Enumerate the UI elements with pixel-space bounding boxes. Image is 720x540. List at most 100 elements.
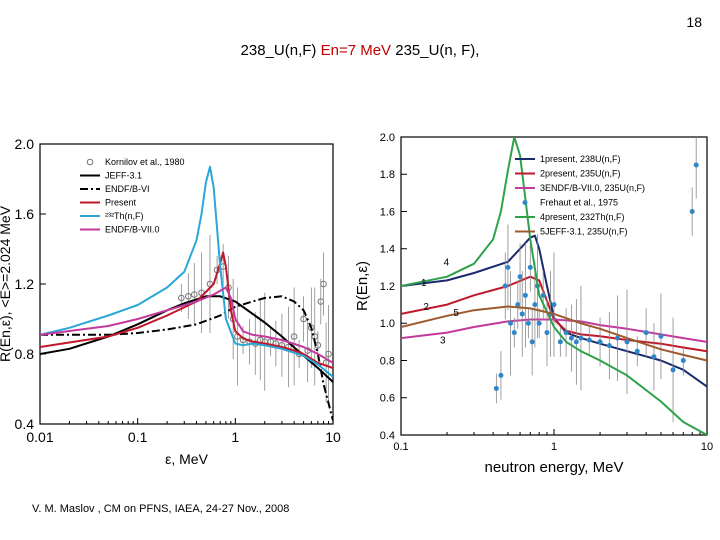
- right-series-line-2: [401, 318, 707, 343]
- left-series-line-3: [40, 251, 333, 369]
- left-x-tick-label: 0.01: [26, 429, 53, 445]
- slide-number: 18: [686, 14, 702, 30]
- right-data-point: [557, 339, 563, 345]
- right-y-tick-label: 0.8: [380, 355, 395, 367]
- right-data-point: [515, 302, 521, 308]
- right-data-point: [624, 339, 630, 345]
- right-y-tick-label: 1.4: [380, 244, 395, 256]
- right-data-point: [658, 333, 664, 339]
- right-y-tick-label: 1.6: [380, 206, 395, 218]
- right-data-point: [505, 264, 511, 270]
- right-data-point: [634, 348, 640, 354]
- right-y-tick-label: 1.0: [380, 318, 395, 330]
- left-legend-label: JEFF-3.1: [105, 171, 142, 181]
- right-data-point: [563, 330, 569, 336]
- right-data-point: [532, 302, 538, 308]
- right-series-line-5: [401, 305, 707, 362]
- left-y-tick-label: 1.2: [15, 276, 35, 292]
- left-data-point: [185, 292, 192, 300]
- left-data-point: [190, 291, 198, 298]
- right-data-point: [551, 302, 557, 308]
- right-data-point: [522, 292, 528, 298]
- right-y-tick-label: 0.6: [380, 393, 395, 405]
- left-y-axis-label: R(En,ε), <E>=2.024 MeV: [0, 205, 13, 362]
- left-legend-label: Kornilov et al., 1980: [105, 157, 185, 167]
- right-data-point: [597, 339, 603, 345]
- right-data-point: [544, 330, 550, 336]
- right-data-point: [614, 335, 620, 341]
- right-y-tick-label: 0.4: [380, 430, 395, 442]
- right-series-line-4: [401, 137, 707, 435]
- right-data-point: [586, 337, 592, 343]
- right-data-point: [670, 367, 676, 373]
- right-data-point: [527, 264, 533, 270]
- right-legend-label: 1present, 238U(n,F): [540, 154, 621, 164]
- left-y-tick-label: 0.4: [15, 416, 35, 432]
- left-series-line-5: [40, 286, 333, 364]
- left-y-tick-label: 2.0: [15, 136, 35, 152]
- right-curve-label: 2: [423, 302, 429, 313]
- right-curve-label: 1: [421, 278, 427, 289]
- right-data-point: [693, 162, 699, 168]
- right-legend-label: Frehaut et al., 1975: [540, 198, 618, 208]
- left-legend-label: ²³²Th(n,F): [105, 211, 144, 221]
- chart-right: 0.1 1 10 0.4 0.6 0.8 1.0 1.2 1.4 1.6 1.8 2.0 neutron…: [354, 132, 713, 476]
- left-x-tick-label: 0.1: [128, 429, 148, 445]
- title-part-b: En=7 MeV: [320, 42, 392, 59]
- left-legend-marker: [86, 158, 94, 166]
- left-series-line-1: [40, 295, 333, 383]
- title-part-a: 238_U(n,F): [240, 42, 321, 59]
- left-series-line-4: [40, 165, 333, 378]
- right-y-tick-label: 2.0: [380, 132, 395, 144]
- right-curve-label: 4: [444, 258, 450, 269]
- right-legend-label: 2present, 235U(n,F): [540, 169, 621, 179]
- left-x-tick-label: 1: [231, 429, 239, 445]
- left-legend-label: Present: [105, 198, 137, 208]
- right-data-point: [502, 283, 508, 289]
- right-y-tick-label: 1.2: [380, 281, 395, 293]
- right-data-point: [606, 343, 612, 349]
- left-plot-area: [40, 165, 333, 421]
- right-data-point: [529, 339, 535, 345]
- right-data-point: [643, 330, 649, 336]
- left-data-point: [290, 333, 298, 340]
- left-x-tick-label: 10: [325, 429, 341, 445]
- right-data-point: [568, 335, 574, 341]
- right-data-point: [498, 372, 504, 378]
- right-data-point: [493, 385, 499, 391]
- right-series-line-0: [401, 234, 707, 388]
- right-curve-label: 3: [440, 336, 446, 347]
- right-data-point: [508, 320, 514, 326]
- right-data-point: [511, 330, 517, 336]
- right-legend-marker: [522, 200, 528, 205]
- left-series-line-2: [40, 295, 333, 421]
- footer-citation: V. M. Maslov , CM on PFNS, IAEA, 24-27 N…: [32, 503, 290, 515]
- right-legend-label: 4present, 232Th(n,F): [540, 212, 625, 222]
- right-data-point: [651, 354, 657, 360]
- slide-title: 238_U(n,F) En=7 MeV 235_U(n, F),: [0, 42, 720, 59]
- right-data-point: [680, 358, 686, 363]
- right-data-point: [689, 209, 695, 214]
- left-data-point: [325, 350, 332, 358]
- right-data-point: [525, 320, 531, 326]
- left-data-point: [320, 280, 327, 288]
- right-y-tick-label: 1.8: [380, 169, 395, 181]
- right-data-point: [540, 292, 546, 298]
- left-legend-label: ENDF/B-VI: [105, 184, 150, 194]
- title-part-c: 235_U(n, F),: [391, 42, 480, 59]
- right-legend-label: 3ENDF/B-VII.0, 235U(n,F): [540, 183, 645, 193]
- left-y-tick-label: 1.6: [15, 206, 35, 222]
- left-x-axis-label: ε, MeV: [165, 451, 208, 467]
- chart-left: 0.01 0.1 1 10 0.4 0.8 1.2 1.6 2.0 ε, MeV R(En,ε), …: [0, 136, 341, 467]
- right-data-point: [519, 311, 525, 317]
- right-x-tick-label: 0.1: [393, 441, 408, 453]
- right-x-tick-label: 10: [701, 441, 713, 453]
- left-y-tick-label: 0.8: [15, 346, 35, 362]
- right-plot-area: [401, 137, 707, 435]
- right-data-point: [573, 339, 579, 345]
- right-x-axis-label: neutron energy, MeV: [485, 459, 624, 476]
- right-data-point: [536, 320, 542, 326]
- left-plot-frame: [39, 143, 334, 425]
- right-legend-label: 5JEFF-3.1, 235U(n,F): [540, 227, 628, 237]
- left-legend-label: ENDF/B-VII.0: [105, 225, 160, 235]
